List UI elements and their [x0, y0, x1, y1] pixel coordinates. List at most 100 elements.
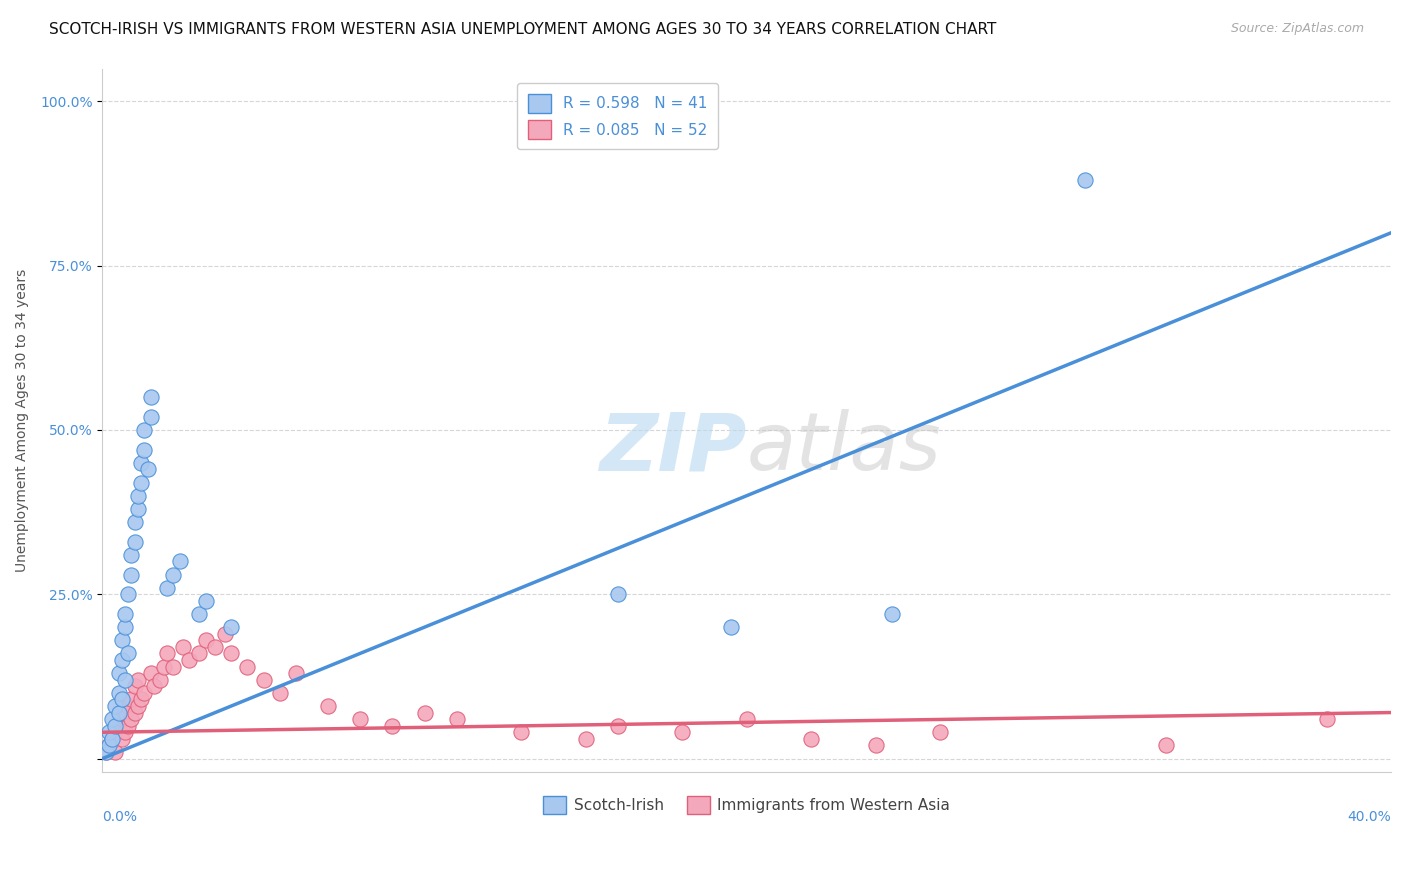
- Point: [143, 679, 166, 693]
- Point: [104, 719, 127, 733]
- Point: [120, 567, 142, 582]
- Point: [252, 673, 274, 687]
- Point: [316, 698, 339, 713]
- Point: [114, 673, 136, 687]
- Point: [117, 587, 139, 601]
- Point: [124, 534, 146, 549]
- Point: [1316, 712, 1339, 726]
- Point: [127, 673, 149, 687]
- Point: [120, 692, 142, 706]
- Point: [114, 607, 136, 621]
- Point: [107, 706, 129, 720]
- Point: [107, 719, 129, 733]
- Point: [97, 739, 120, 753]
- Point: [221, 620, 243, 634]
- Point: [114, 620, 136, 634]
- Point: [120, 548, 142, 562]
- Point: [129, 475, 152, 490]
- Point: [94, 745, 117, 759]
- Point: [156, 581, 179, 595]
- Text: 40.0%: 40.0%: [1347, 810, 1391, 824]
- Point: [194, 633, 217, 648]
- Point: [381, 719, 404, 733]
- Point: [124, 706, 146, 720]
- Point: [117, 719, 139, 733]
- Point: [1154, 739, 1177, 753]
- Text: ZIP: ZIP: [599, 409, 747, 487]
- Point: [413, 706, 436, 720]
- Point: [221, 647, 243, 661]
- Point: [606, 587, 628, 601]
- Point: [104, 745, 127, 759]
- Point: [104, 698, 127, 713]
- Point: [929, 725, 952, 739]
- Point: [114, 706, 136, 720]
- Point: [101, 731, 124, 746]
- Point: [97, 725, 120, 739]
- Point: [111, 731, 134, 746]
- Text: SCOTCH-IRISH VS IMMIGRANTS FROM WESTERN ASIA UNEMPLOYMENT AMONG AGES 30 TO 34 YE: SCOTCH-IRISH VS IMMIGRANTS FROM WESTERN …: [49, 22, 997, 37]
- Point: [446, 712, 468, 726]
- Point: [134, 423, 156, 437]
- Text: atlas: atlas: [747, 409, 942, 487]
- Point: [127, 489, 149, 503]
- Point: [136, 462, 159, 476]
- Point: [107, 686, 129, 700]
- Text: 0.0%: 0.0%: [103, 810, 138, 824]
- Point: [269, 686, 291, 700]
- Point: [134, 686, 156, 700]
- Point: [101, 712, 124, 726]
- Point: [129, 692, 152, 706]
- Point: [127, 698, 149, 713]
- Point: [134, 442, 156, 457]
- Point: [156, 647, 179, 661]
- Point: [111, 692, 134, 706]
- Point: [117, 698, 139, 713]
- Y-axis label: Unemployment Among Ages 30 to 34 years: Unemployment Among Ages 30 to 34 years: [15, 268, 30, 572]
- Point: [124, 515, 146, 529]
- Point: [111, 633, 134, 648]
- Point: [172, 640, 194, 654]
- Point: [1074, 173, 1097, 187]
- Point: [671, 725, 693, 739]
- Point: [139, 666, 162, 681]
- Point: [194, 594, 217, 608]
- Point: [510, 725, 533, 739]
- Point: [120, 712, 142, 726]
- Point: [284, 666, 307, 681]
- Point: [104, 725, 127, 739]
- Point: [865, 739, 887, 753]
- Point: [735, 712, 758, 726]
- Point: [114, 725, 136, 739]
- Point: [101, 731, 124, 746]
- Point: [129, 456, 152, 470]
- Point: [107, 666, 129, 681]
- Point: [97, 739, 120, 753]
- Point: [139, 390, 162, 404]
- Point: [162, 567, 184, 582]
- Point: [127, 501, 149, 516]
- Point: [575, 731, 598, 746]
- Point: [204, 640, 226, 654]
- Point: [606, 719, 628, 733]
- Point: [117, 647, 139, 661]
- Point: [214, 626, 236, 640]
- Point: [188, 647, 211, 661]
- Point: [111, 712, 134, 726]
- Point: [349, 712, 371, 726]
- Point: [800, 731, 823, 746]
- Point: [179, 653, 201, 667]
- Point: [94, 745, 117, 759]
- Point: [236, 659, 259, 673]
- Legend: Scotch-Irish, Immigrants from Western Asia: Scotch-Irish, Immigrants from Western As…: [537, 789, 956, 821]
- Text: Source: ZipAtlas.com: Source: ZipAtlas.com: [1230, 22, 1364, 36]
- Point: [152, 659, 174, 673]
- Point: [720, 620, 742, 634]
- Point: [111, 653, 134, 667]
- Point: [162, 659, 184, 673]
- Point: [149, 673, 172, 687]
- Point: [124, 679, 146, 693]
- Point: [188, 607, 211, 621]
- Point: [139, 409, 162, 424]
- Point: [169, 554, 191, 568]
